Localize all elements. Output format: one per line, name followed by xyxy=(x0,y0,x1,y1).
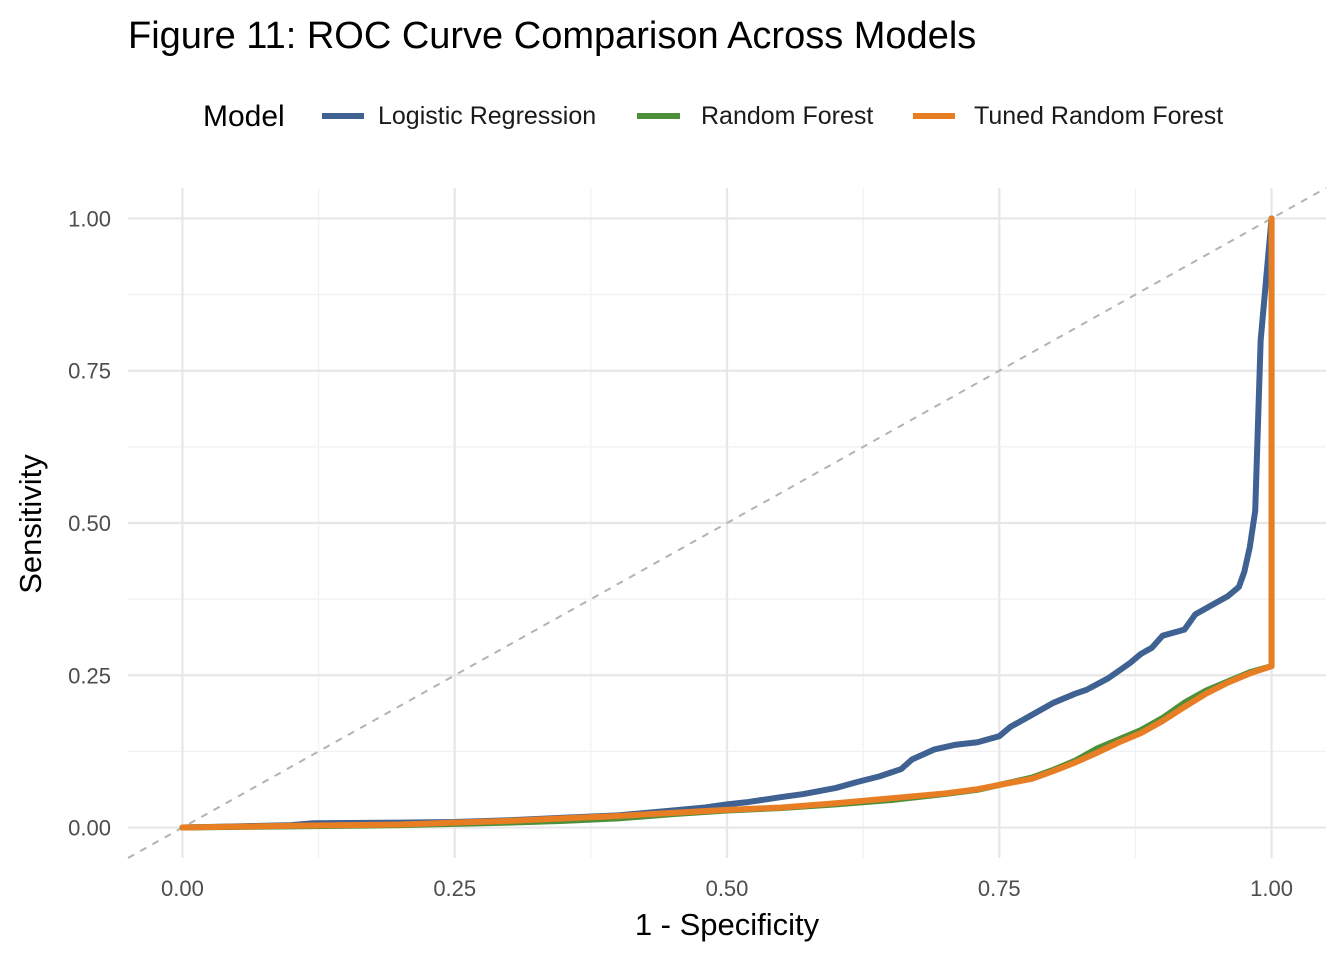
axes: 0.00 0.25 0.50 0.75 1.00 0.00 0.25 0.50 0.75 1.00 xyxy=(68,206,1293,901)
legend-title: Model xyxy=(203,100,285,133)
x-axis-title: 1 - Specificity xyxy=(635,907,820,942)
series-lines xyxy=(179,215,1275,831)
x-tick-label: 0.75 xyxy=(978,876,1021,901)
y-tick-label: 0.25 xyxy=(68,663,111,688)
y-tick-label: 1.00 xyxy=(68,206,111,231)
legend-label-random-forest: Random Forest xyxy=(701,102,873,130)
x-tick-label: 0.00 xyxy=(161,876,204,901)
legend: Model Logistic Regression Random Forest Tun… xyxy=(203,100,1223,133)
x-tick-label: 0.50 xyxy=(706,876,749,901)
series-line-tuned-random-forest xyxy=(179,215,1275,831)
legend-label-tuned-random-forest: Tuned Random Forest xyxy=(974,102,1223,130)
chart-title: Figure 11: ROC Curve Comparison Across M… xyxy=(128,15,976,57)
x-tick-label: 0.25 xyxy=(433,876,476,901)
x-tick-label: 1.00 xyxy=(1250,876,1293,901)
y-tick-label: 0.75 xyxy=(68,359,111,384)
y-tick-label: 0.50 xyxy=(68,511,111,536)
reference-diagonal-line xyxy=(127,187,1327,859)
legend-label-logistic-regression: Logistic Regression xyxy=(378,102,596,130)
y-axis-title: Sensitivity xyxy=(13,454,48,594)
y-tick-label: 0.00 xyxy=(68,816,111,841)
reference-layer xyxy=(127,187,1327,859)
